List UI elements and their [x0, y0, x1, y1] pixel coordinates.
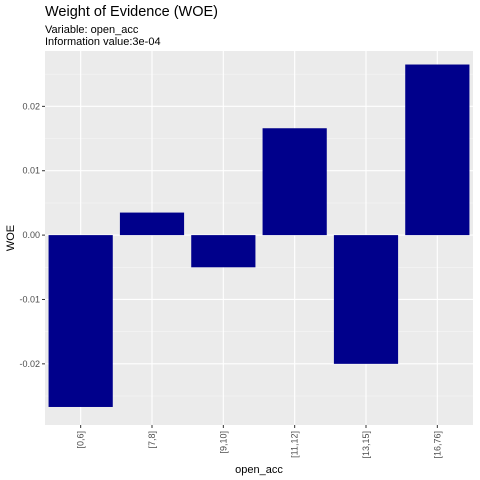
bar-[9,10] — [191, 235, 256, 268]
bar-[11,12] — [262, 128, 327, 236]
bars — [48, 64, 470, 407]
bar-[13,15] — [333, 235, 399, 364]
y-tick-label: -0.01 — [19, 294, 40, 304]
x-tick-label: [11,12] — [290, 431, 300, 458]
minor-gridlines — [45, 73, 473, 397]
bar-[7,8] — [119, 212, 185, 236]
plot-panel — [45, 51, 473, 425]
x-tick-label: [13,15] — [361, 431, 371, 459]
x-tick-label: [16,76] — [432, 431, 442, 459]
bar-[16,76] — [405, 64, 470, 236]
chart-subtitle-information-value: Information value:3e-04 — [45, 36, 161, 48]
x-axis-title: open_acc — [235, 464, 283, 476]
y-axis-title: WOE — [5, 225, 17, 251]
x-tick-label: [9,10] — [218, 431, 228, 454]
y-tick-label: 0.01 — [22, 166, 40, 176]
x-axis: [0,6] [7,8] [9,10] [11,12] [13,15] [16,76] — [76, 425, 442, 459]
chart-subtitle-variable: Variable: open_acc — [45, 24, 139, 36]
y-tick-label: 0.00 — [22, 230, 40, 240]
x-tick-label: [7,8] — [147, 431, 157, 449]
y-tick-label: -0.02 — [19, 359, 40, 369]
y-tick-label: 0.02 — [22, 101, 40, 111]
chart-title: Weight of Evidence (WOE) — [45, 4, 218, 20]
y-axis: -0.02 -0.01 0.00 0.01 0.02 — [19, 101, 45, 369]
x-tick-label: [0,6] — [76, 431, 86, 449]
bar-[0,6] — [48, 235, 113, 407]
